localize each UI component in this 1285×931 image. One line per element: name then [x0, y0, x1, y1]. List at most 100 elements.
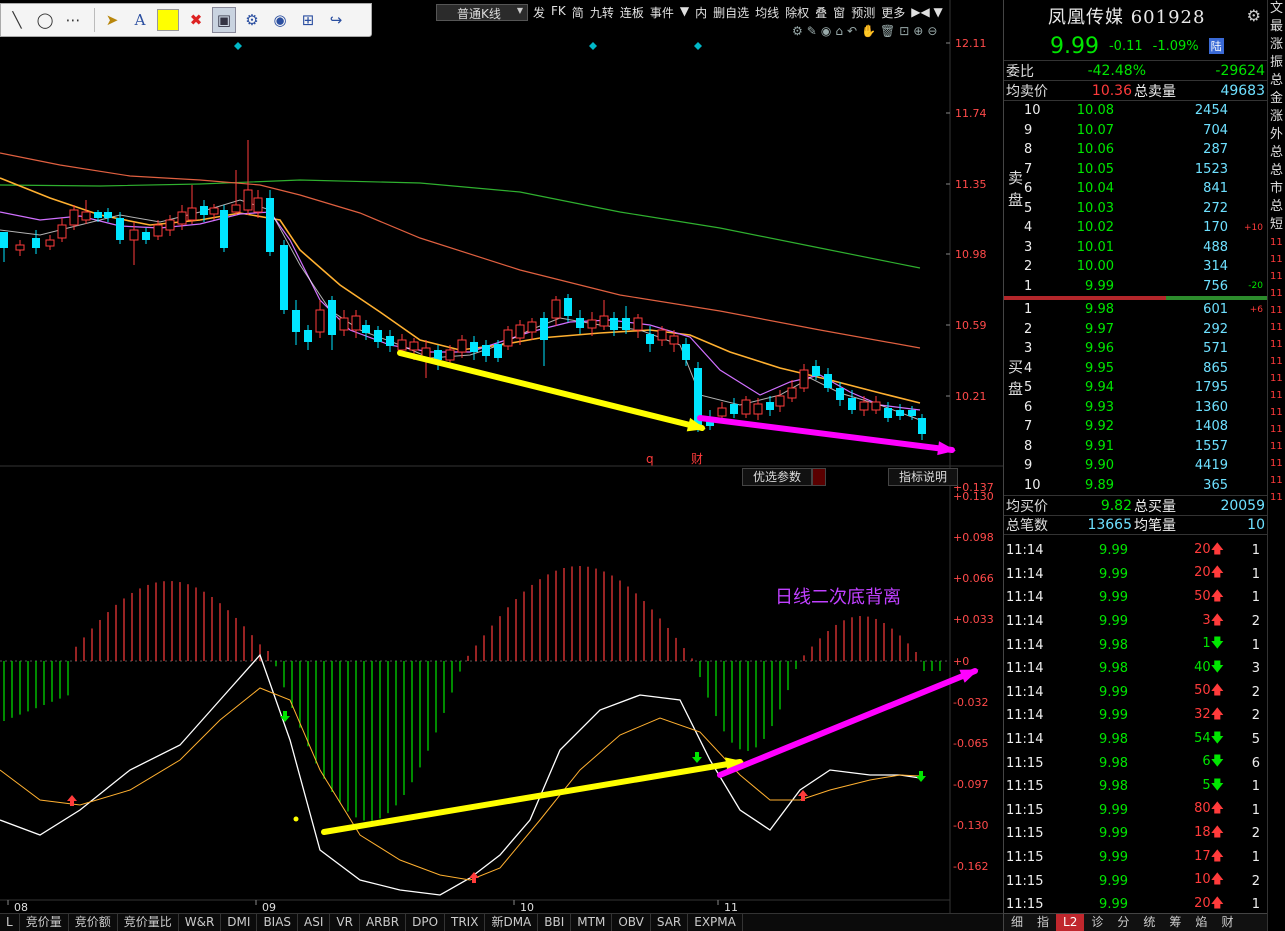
- orderbook-row[interactable]: 7 9.92 1408: [1004, 417, 1267, 437]
- menu-item[interactable]: 均线: [755, 5, 780, 20]
- menu-item[interactable]: 发: [533, 5, 546, 20]
- ellipse-tool-icon[interactable]: ◯: [36, 11, 54, 29]
- orderbook-row[interactable]: 5 9.94 1795: [1004, 378, 1267, 398]
- indicator-tab[interactable]: BBI: [538, 914, 572, 931]
- color-swatch[interactable]: [156, 7, 180, 33]
- orderbook-row[interactable]: 1 9.98 601 +6: [1004, 300, 1267, 320]
- orderbook-row[interactable]: 4 10.02 170 +10: [1004, 218, 1267, 238]
- share-icon[interactable]: ↪: [329, 11, 343, 29]
- finance-marker[interactable]: 财: [691, 452, 703, 466]
- menu-item[interactable]: 事件: [649, 5, 674, 20]
- indicator-tab[interactable]: 竞价量比: [118, 914, 179, 931]
- panel-tab[interactable]: 分: [1117, 915, 1130, 929]
- menu-item[interactable]: 窗: [833, 5, 846, 20]
- indicator-tab[interactable]: ASI: [298, 914, 331, 931]
- panel-tab[interactable]: 诊: [1091, 915, 1104, 929]
- event-diamond-marker[interactable]: [694, 42, 702, 50]
- undo-icon[interactable]: ↶: [846, 24, 857, 38]
- orderbook-row[interactable]: 1 9.99 756 -20: [1004, 277, 1267, 297]
- menu-item[interactable]: 内: [695, 5, 708, 20]
- chart-canvas[interactable]: 12.11 11.74 11.35 10.98 10.59 10.21 +0.137+0.1…: [0, 0, 1003, 913]
- event-diamond-marker[interactable]: [589, 42, 597, 50]
- kline-chart-area[interactable]: 12.11 11.74 11.35 10.98 10.59 10.21 +0.137 +0.1…: [0, 0, 1003, 931]
- orderbook-row[interactable]: 3 10.01 488: [1004, 238, 1267, 258]
- panel-tab[interactable]: 财: [1221, 915, 1234, 929]
- panel-tab[interactable]: L2: [1056, 914, 1085, 931]
- orderbook-row[interactable]: 2 9.97 292: [1004, 320, 1267, 340]
- orderbook-row[interactable]: 5 10.03 272: [1004, 199, 1267, 219]
- indicator-tab[interactable]: DPO: [406, 914, 446, 931]
- orderbook-row[interactable]: 7 10.05 1523: [1004, 160, 1267, 180]
- edge-number: 11: [1270, 441, 1283, 452]
- menu-item[interactable]: 删自选: [713, 5, 750, 20]
- indicator-tab[interactable]: BIAS: [257, 914, 299, 931]
- event-diamond-marker[interactable]: [234, 42, 242, 50]
- menu-item[interactable]: 叠: [815, 5, 828, 20]
- eye-icon[interactable]: ◉: [273, 11, 287, 29]
- panel-tab[interactable]: 焰: [1195, 915, 1208, 929]
- indicator-tab[interactable]: 竞价额: [69, 914, 118, 931]
- menu-nav-arrows[interactable]: ▶◀ ▼: [911, 5, 943, 19]
- orderbook-volume: 2454: [1194, 103, 1228, 119]
- panel-tab[interactable]: 指: [1037, 915, 1050, 929]
- indicator-tab[interactable]: SAR: [651, 914, 689, 931]
- hand-icon[interactable]: ✋: [861, 24, 876, 38]
- orderbook-row[interactable]: 9 9.90 4419: [1004, 456, 1267, 476]
- orderbook-row[interactable]: 2 10.00 314: [1004, 257, 1267, 277]
- indicator-tab[interactable]: L: [0, 914, 20, 931]
- indicator-explain-button[interactable]: 指标说明: [888, 468, 959, 486]
- more-dots-icon[interactable]: ⋯: [65, 11, 81, 29]
- panel-tab[interactable]: 筹: [1169, 915, 1182, 929]
- menu-item[interactable]: 预测: [851, 5, 876, 20]
- indicator-tab[interactable]: ARBR: [360, 914, 407, 931]
- screen-icon[interactable]: ▣: [212, 7, 236, 33]
- lock-icon[interactable]: ⌂: [835, 24, 843, 38]
- candle-body-down: [836, 388, 844, 400]
- indicator-tab[interactable]: EXPMA: [688, 914, 743, 931]
- pointer-icon[interactable]: ➤: [105, 11, 119, 29]
- orderbook-row[interactable]: 6 9.93 1360: [1004, 398, 1267, 418]
- optimize-params-button[interactable]: 优选参数: [742, 468, 813, 486]
- menu-item[interactable]: 除权: [785, 5, 810, 20]
- panel-tab[interactable]: 统: [1143, 915, 1156, 929]
- indicator-tab[interactable]: OBV: [612, 914, 651, 931]
- delete-x-icon[interactable]: ✖: [189, 11, 203, 29]
- panel-tab[interactable]: 细: [1011, 915, 1024, 929]
- indicator-tab[interactable]: 新DMA: [485, 914, 539, 931]
- orderbook-row[interactable]: 3 9.96 571: [1004, 339, 1267, 359]
- indicator-tab[interactable]: MTM: [571, 914, 613, 931]
- tick-list[interactable]: 11:14 9.99 20🡅 1 11:14 9.99 20🡅 1 11:14 9.99 50🡅 1 1…: [1004, 535, 1267, 917]
- orderbook-row[interactable]: 10 9.89 365: [1004, 476, 1267, 496]
- gear-icon[interactable]: ⚙: [1246, 6, 1261, 25]
- kline-type-select[interactable]: 普通K线: [436, 3, 528, 21]
- menu-item[interactable]: ▼: [679, 3, 690, 18]
- eye-icon[interactable]: ◉: [820, 24, 832, 38]
- text-tool-icon[interactable]: A: [134, 11, 146, 29]
- trash-icon[interactable]: 🗑: [879, 24, 896, 38]
- settings-icon[interactable]: ⚙: [792, 24, 803, 38]
- pen-icon[interactable]: ✎: [806, 24, 817, 38]
- indicator-tab[interactable]: TRIX: [445, 914, 486, 931]
- orderbook-row[interactable]: 10 10.08 2454: [1004, 101, 1267, 121]
- indicator-tab[interactable]: VR: [330, 914, 360, 931]
- menu-item[interactable]: 九转: [589, 5, 614, 20]
- orderbook-row[interactable]: 6 10.04 841: [1004, 179, 1267, 199]
- indicator-tab[interactable]: 竞价量: [20, 914, 69, 931]
- menu-item[interactable]: 简: [571, 5, 584, 20]
- indicator-tab[interactable]: DMI: [221, 914, 258, 931]
- zoom-out-icon[interactable]: ⊖: [927, 24, 938, 38]
- grid-icon[interactable]: ⊞: [301, 11, 315, 29]
- indicator-tab[interactable]: W&R: [179, 914, 222, 931]
- menu-item[interactable]: 更多: [881, 5, 906, 20]
- menu-item[interactable]: 连板: [619, 5, 644, 20]
- settings-gear-icon[interactable]: ⚙: [245, 11, 259, 29]
- line-tool-icon[interactable]: ╲: [12, 11, 22, 29]
- orderbook-row[interactable]: 8 9.91 1557: [1004, 437, 1267, 457]
- orderbook-row[interactable]: 8 10.06 287: [1004, 140, 1267, 160]
- expand-icon[interactable]: ⊡: [899, 24, 910, 38]
- menu-item[interactable]: FK: [551, 3, 566, 18]
- orderbook-row[interactable]: 4 9.95 865: [1004, 359, 1267, 379]
- q-marker[interactable]: q: [646, 452, 654, 466]
- orderbook-row[interactable]: 9 10.07 704: [1004, 121, 1267, 141]
- zoom-in-icon[interactable]: ⊕: [913, 24, 924, 38]
